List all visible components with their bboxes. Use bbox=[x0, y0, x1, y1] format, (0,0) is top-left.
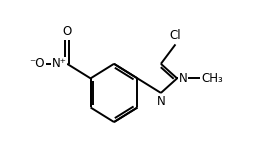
Text: CH₃: CH₃ bbox=[201, 72, 223, 85]
Text: N: N bbox=[156, 95, 165, 108]
Text: N: N bbox=[179, 72, 187, 85]
Text: Cl: Cl bbox=[170, 29, 181, 43]
Text: N⁺: N⁺ bbox=[51, 57, 66, 70]
Text: ⁻O: ⁻O bbox=[29, 57, 45, 70]
Text: O: O bbox=[62, 25, 72, 38]
